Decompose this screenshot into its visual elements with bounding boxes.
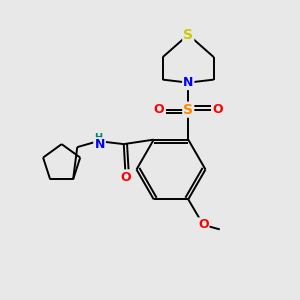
Text: H: H	[94, 133, 102, 143]
Text: O: O	[213, 103, 223, 116]
Text: S: S	[183, 103, 193, 117]
Text: O: O	[120, 171, 130, 184]
Text: N: N	[94, 138, 105, 151]
Text: N: N	[183, 76, 194, 89]
Text: S: S	[183, 28, 193, 42]
Text: O: O	[198, 218, 208, 231]
Text: O: O	[153, 103, 164, 116]
